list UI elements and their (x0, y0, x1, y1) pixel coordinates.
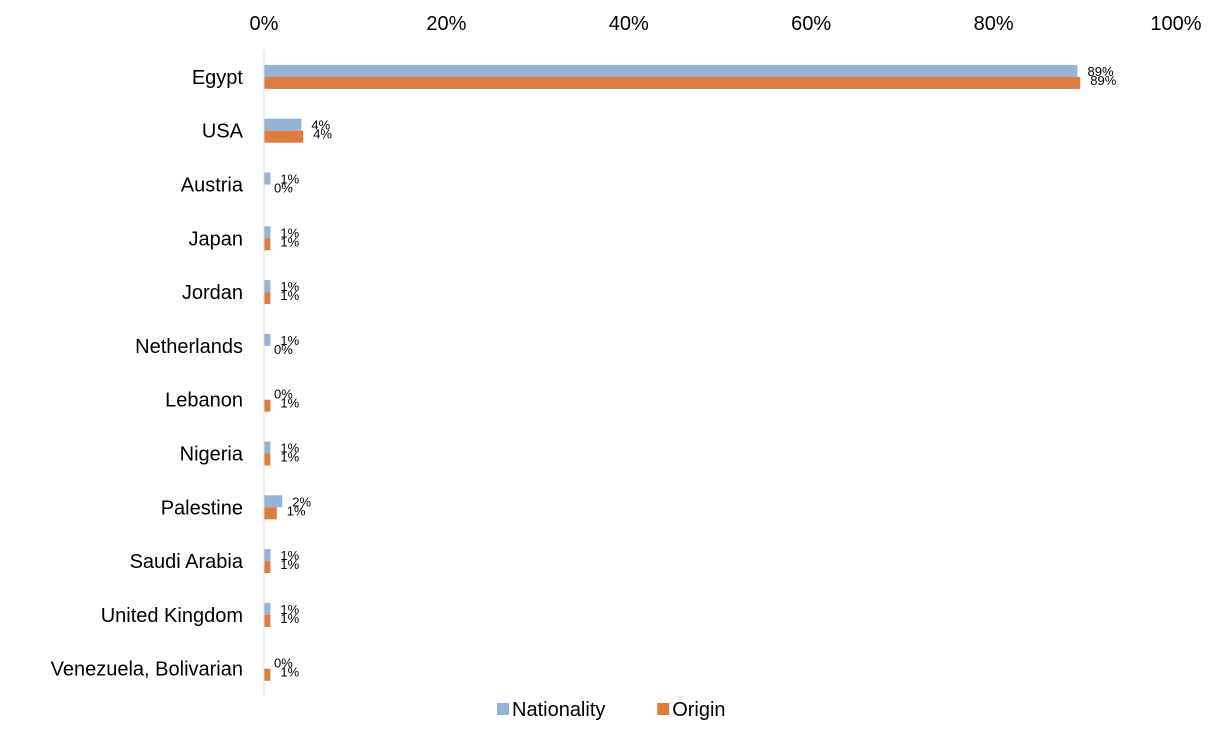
category-label: Egypt (192, 67, 244, 89)
bar-origin (264, 614, 271, 627)
bar-nationality (264, 64, 1078, 77)
data-label-nationality: 0% (274, 387, 293, 402)
bars-group (264, 64, 1081, 681)
bar-origin (264, 238, 271, 251)
bar-origin (264, 453, 271, 466)
data-label-nationality: 1% (280, 441, 299, 456)
bar-origin (264, 507, 277, 520)
category-label: Jordan (182, 282, 243, 304)
data-label-origin: 0% (274, 342, 293, 357)
data-label-nationality: 4% (311, 118, 330, 133)
data-label-origin: 89% (1090, 73, 1116, 88)
legend-label-nationality: Nationality (512, 699, 605, 721)
data-label-origin: 0% (274, 181, 293, 196)
bar-origin (264, 76, 1081, 89)
data-labels-group: 89%89%4%4%1%0%1%1%1%1%1%0%0%1%1%1%2%1%1%… (274, 64, 1117, 680)
bar-origin (264, 561, 271, 574)
category-label: USA (202, 121, 244, 143)
bar-nationality (264, 226, 271, 239)
data-label-nationality: 89% (1088, 64, 1114, 79)
x-tick-label: 20% (426, 13, 466, 35)
legend: Nationality Origin (497, 699, 726, 721)
category-label: United Kingdom (101, 605, 243, 627)
data-label-nationality: 0% (274, 656, 293, 671)
data-label-origin: 1% (280, 450, 299, 465)
data-label-origin: 1% (287, 503, 306, 518)
category-label: Nigeria (180, 444, 244, 466)
data-label-nationality: 2% (292, 494, 311, 509)
bar-origin (264, 292, 271, 305)
bar-nationality (264, 118, 302, 131)
category-axis: Egypt USA Austria Japan Jordan Netherlands Leb… (51, 67, 244, 681)
data-label-origin: 1% (280, 557, 299, 572)
data-label-origin: 4% (313, 127, 332, 142)
data-label-nationality: 1% (280, 172, 299, 187)
bar-origin (264, 399, 271, 412)
data-label-origin: 1% (280, 396, 299, 411)
bar-nationality (264, 333, 271, 346)
bar-nationality (264, 441, 271, 454)
bar-nationality (264, 280, 271, 293)
bar-origin (264, 130, 304, 143)
data-label-origin: 1% (280, 234, 299, 249)
category-label: Netherlands (135, 336, 243, 358)
data-label-nationality: 1% (280, 333, 299, 348)
category-label: Venezuela, Bolivarian (51, 659, 243, 681)
data-label-nationality: 1% (280, 548, 299, 563)
category-label: Austria (181, 175, 244, 197)
x-tick-label: 100% (1150, 13, 1201, 35)
data-label-origin: 1% (280, 611, 299, 626)
bar-origin (264, 668, 271, 681)
bar-nationality (264, 172, 271, 185)
x-tick-label: 0% (250, 13, 279, 35)
data-label-nationality: 1% (280, 279, 299, 294)
data-label-origin: 1% (280, 288, 299, 303)
category-label: Japan (189, 228, 244, 250)
legend-swatch-origin (657, 703, 670, 715)
data-label-nationality: 1% (280, 225, 299, 240)
x-tick-label: 60% (791, 13, 831, 35)
bar-nationality (264, 495, 283, 508)
data-label-nationality: 1% (280, 602, 299, 617)
category-label: Saudi Arabia (130, 551, 244, 573)
bar-nationality (264, 602, 271, 615)
x-axis-ticks: 0% 20% 40% 60% 80% 100% (250, 13, 1202, 35)
data-label-origin: 1% (280, 665, 299, 680)
x-tick-label: 40% (609, 13, 649, 35)
x-tick-label: 80% (974, 13, 1014, 35)
category-label: Palestine (161, 497, 243, 519)
bar-nationality (264, 549, 271, 562)
category-label: Lebanon (165, 390, 243, 412)
legend-label-origin: Origin (672, 699, 725, 721)
legend-swatch-nationality (497, 703, 509, 715)
